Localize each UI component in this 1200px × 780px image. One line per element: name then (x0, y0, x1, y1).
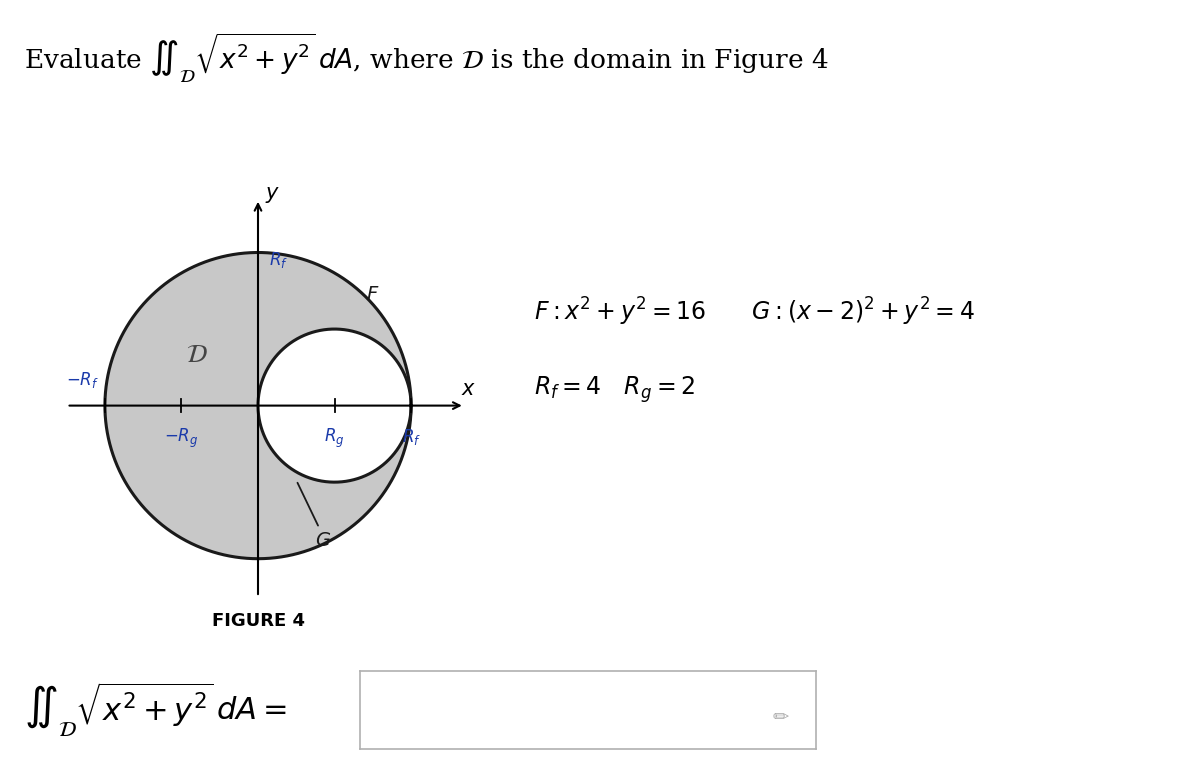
Text: $-R_f$: $-R_f$ (66, 370, 100, 389)
Text: $-R_g$: $-R_g$ (164, 427, 199, 450)
Text: $y$: $y$ (265, 185, 280, 205)
Text: $G$: $G$ (314, 532, 331, 550)
Text: $F$: $F$ (366, 285, 379, 303)
Polygon shape (104, 253, 412, 558)
Text: $\mathcal{D}$: $\mathcal{D}$ (186, 344, 208, 367)
Text: $R_f = 4 \quad R_g = 2$: $R_f = 4 \quad R_g = 2$ (534, 374, 695, 406)
Polygon shape (258, 329, 412, 482)
Text: $\iint_{\mathcal{D}} \sqrt{x^2 + y^2}\, dA =$: $\iint_{\mathcal{D}} \sqrt{x^2 + y^2}\, … (24, 680, 287, 739)
Text: $x$: $x$ (461, 380, 476, 399)
Text: $R_f$: $R_f$ (402, 427, 421, 447)
Text: Evaluate $\iint_{\mathcal{D}} \sqrt{x^2 + y^2}\, dA$, where $\mathcal{D}$ is the: Evaluate $\iint_{\mathcal{D}} \sqrt{x^2 … (24, 31, 828, 85)
Text: FIGURE 4: FIGURE 4 (211, 612, 305, 630)
Text: $R_g$: $R_g$ (324, 427, 344, 450)
Text: ✏: ✏ (773, 708, 788, 727)
Text: $F: x^2 + y^2 = 16 \quad\quad G: (x-2)^2 + y^2 = 4$: $F: x^2 + y^2 = 16 \quad\quad G: (x-2)^2… (534, 296, 974, 328)
Text: $R_f$: $R_f$ (269, 250, 288, 270)
